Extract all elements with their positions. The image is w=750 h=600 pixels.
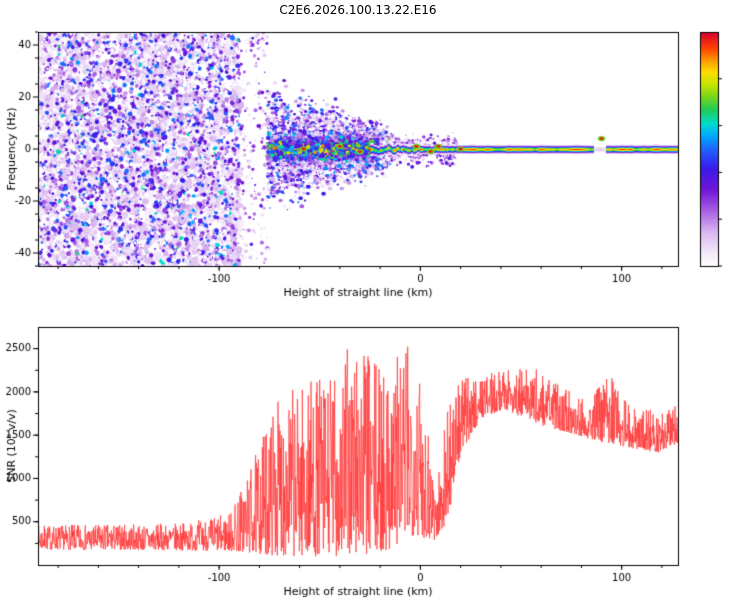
spectrogram-canvas [0, 18, 750, 318]
figure-title: C2E6.2026.100.13.22.E16 [279, 3, 437, 17]
snr-canvas [0, 315, 750, 600]
